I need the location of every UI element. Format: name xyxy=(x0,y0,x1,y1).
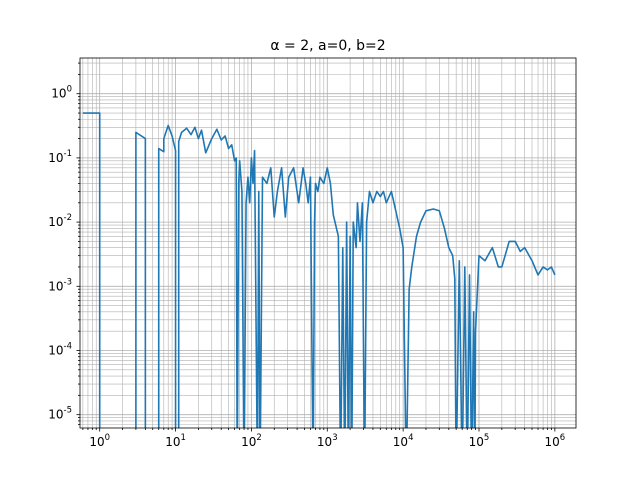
y-tick-label: 10-1 xyxy=(48,149,72,165)
x-tick-label: 101 xyxy=(165,433,186,449)
x-tick-label: 106 xyxy=(545,433,566,449)
tick-labels: 100 101 102 103 104 105 106 10-5 10-4 10-3 10-2 10-… xyxy=(48,85,565,449)
y-tick-label: 10-2 xyxy=(48,213,72,229)
x-tick-label: 100 xyxy=(89,433,110,449)
chart-title: α = 2, a=0, b=2 xyxy=(270,38,385,54)
axis-ticks xyxy=(76,62,556,432)
x-tick-label: 105 xyxy=(469,433,490,449)
y-tick-label: 10-4 xyxy=(48,341,72,357)
axes-frame xyxy=(79,57,577,429)
y-tick-label: 10-5 xyxy=(48,406,72,422)
x-tick-label: 103 xyxy=(317,433,338,449)
y-tick-label: 100 xyxy=(51,85,72,101)
plot-area xyxy=(80,58,576,428)
x-tick-label: 102 xyxy=(241,433,262,449)
series-layer xyxy=(82,112,556,428)
series-line xyxy=(82,112,556,428)
y-tick-label: 10-3 xyxy=(48,277,72,293)
x-tick-label: 104 xyxy=(393,433,414,449)
